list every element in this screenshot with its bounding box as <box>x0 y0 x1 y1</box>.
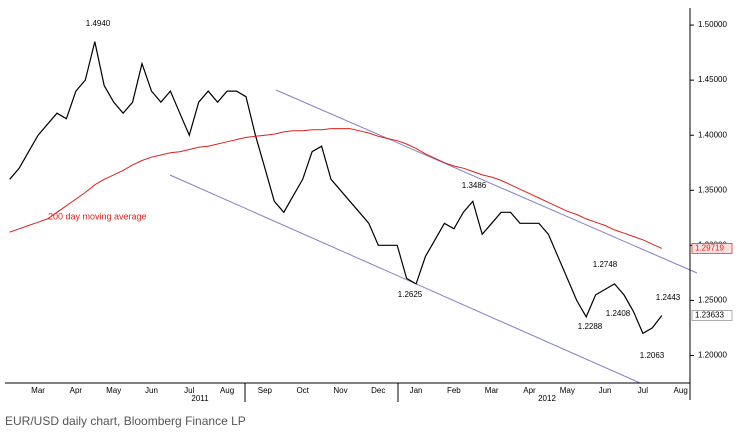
price-annotation: 1.3486 <box>462 181 487 190</box>
y-tick-label: 1.45000 <box>698 75 727 84</box>
x-tick-label: Jan <box>410 386 423 395</box>
x-tick-label: Oct <box>296 386 309 395</box>
price-annotation: 1.2443 <box>656 293 681 302</box>
channel-lower <box>169 174 641 384</box>
x-tick-label: Aug <box>674 386 688 395</box>
last-value-label: 1.23633 <box>695 311 724 320</box>
x-tick-label: Nov <box>333 386 347 395</box>
series-annotation: 200 day moving average <box>48 211 147 221</box>
x-tick-label: Sep <box>258 386 273 395</box>
x-tick-label: Jun <box>599 386 612 395</box>
y-tick-label: 1.40000 <box>698 130 727 139</box>
x-tick-label: Apr <box>523 386 536 395</box>
caption: EUR/USD daily chart, Bloomberg Finance L… <box>5 414 246 428</box>
price-annotation: 1.2625 <box>398 290 423 299</box>
x-tick-label: Jun <box>145 386 158 395</box>
x-tick-label: Aug <box>220 386 234 395</box>
y-tick-label: 1.25000 <box>698 296 727 305</box>
price-annotation: 1.2748 <box>593 260 618 269</box>
last-value-label: 1.29719 <box>695 244 724 253</box>
x-tick-label: Apr <box>70 386 83 395</box>
price-annotation: 1.4940 <box>86 19 111 28</box>
x-tick-label: Jul <box>638 386 648 395</box>
y-tick-label: 1.35000 <box>698 185 727 194</box>
last-value-tag <box>691 310 733 321</box>
year-label: 2011 <box>191 394 209 403</box>
x-tick-label: May <box>560 386 575 395</box>
x-tick-label: Jul <box>184 386 194 395</box>
price-annotation: 1.2288 <box>578 322 603 331</box>
price-annotation: 1.2408 <box>606 309 631 318</box>
x-tick-label: Dec <box>371 386 385 395</box>
series-line <box>9 41 663 335</box>
x-tick-label: May <box>106 386 121 395</box>
price-annotation: 1.2063 <box>640 351 665 360</box>
year-label: 2012 <box>538 394 556 403</box>
y-tick-label: 1.20000 <box>698 351 727 360</box>
last-value-tag <box>691 243 733 254</box>
series-line <box>9 128 663 249</box>
y-tick-label: 1.50000 <box>698 20 727 29</box>
channel-upper <box>275 89 698 274</box>
x-tick-label: Feb <box>447 386 461 395</box>
x-tick-label: Mar <box>31 386 45 395</box>
x-tick-label: Mar <box>485 386 499 395</box>
